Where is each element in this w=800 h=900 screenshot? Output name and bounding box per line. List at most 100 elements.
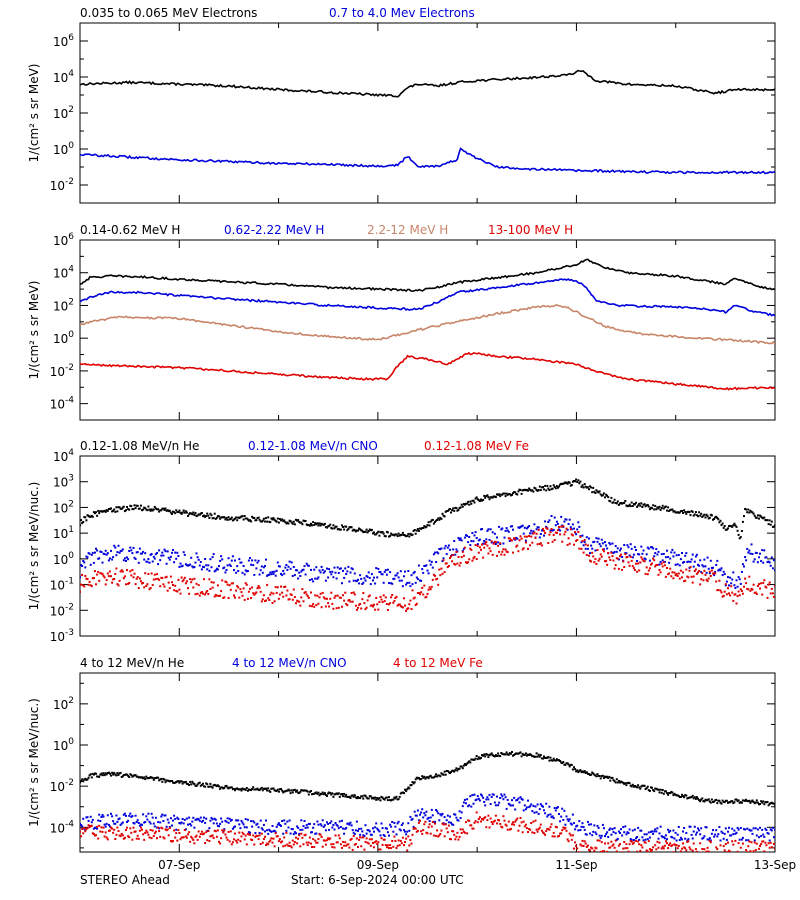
data-point <box>361 529 364 532</box>
data-point <box>529 805 532 808</box>
data-point <box>498 801 501 804</box>
data-point <box>534 536 537 539</box>
data-point <box>235 787 238 790</box>
data-point <box>690 558 693 561</box>
data-point <box>227 597 230 599</box>
data-point <box>612 831 615 834</box>
data-point <box>409 784 412 787</box>
data-point <box>533 523 536 526</box>
y-tick-label: 10-4 <box>50 396 75 412</box>
data-point <box>134 507 137 510</box>
data-point <box>365 528 368 531</box>
data-point <box>501 550 504 553</box>
data-point <box>702 565 705 568</box>
data-point <box>442 557 445 560</box>
data-point <box>224 580 227 583</box>
data-point <box>233 569 235 572</box>
data-point <box>177 818 180 820</box>
data-point <box>484 496 487 499</box>
data-point <box>443 515 446 518</box>
data-point <box>709 801 712 804</box>
data-point <box>389 571 392 574</box>
data-point <box>606 850 609 852</box>
data-point <box>561 540 564 543</box>
data-point <box>593 824 596 827</box>
data-point <box>715 515 718 518</box>
data-point <box>533 486 536 489</box>
data-point <box>482 754 485 757</box>
data-point <box>455 507 458 510</box>
data-point <box>259 843 262 845</box>
data-point <box>604 775 606 778</box>
data-point <box>736 529 739 532</box>
data-point <box>183 818 186 821</box>
data-point <box>166 589 169 592</box>
data-point <box>132 546 135 549</box>
data-point <box>737 533 740 536</box>
data-point <box>566 528 569 531</box>
data-point <box>725 593 728 596</box>
data-point <box>638 553 641 556</box>
data-point <box>400 791 403 794</box>
data-point <box>299 845 302 848</box>
data-point <box>234 596 236 599</box>
data-point <box>662 507 665 510</box>
data-point <box>747 845 750 848</box>
data-point <box>751 511 754 514</box>
data-point <box>623 501 626 504</box>
data-point <box>638 786 641 789</box>
data-point <box>112 831 115 834</box>
data-point <box>400 579 403 582</box>
data-point <box>595 833 598 836</box>
data-point <box>502 548 505 551</box>
data-point <box>380 837 383 840</box>
y-tick-label: 106 <box>53 33 74 49</box>
data-point <box>317 838 320 841</box>
data-point <box>120 569 123 572</box>
data-point <box>435 809 438 811</box>
data-point <box>731 800 734 803</box>
x-tick-label: 07-Sep <box>158 858 200 872</box>
data-point <box>648 848 651 851</box>
data-point <box>690 575 693 578</box>
data-point <box>409 815 412 818</box>
data-point <box>362 581 365 584</box>
data-point <box>545 756 548 759</box>
data-point <box>503 793 506 796</box>
data-point <box>700 851 703 852</box>
data-point <box>538 808 541 811</box>
data-point <box>384 796 387 799</box>
data-point <box>86 556 89 559</box>
data-point <box>485 798 488 801</box>
data-point <box>80 590 81 593</box>
data-point <box>523 804 526 807</box>
data-point <box>324 526 327 529</box>
data-point <box>645 553 648 556</box>
data-point <box>724 799 727 802</box>
data-point <box>123 812 126 815</box>
data-point <box>410 608 413 610</box>
data-point <box>506 753 509 756</box>
y-tick-label: 10-2 <box>50 363 74 379</box>
data-point <box>222 831 225 834</box>
data-point <box>650 563 652 566</box>
data-point <box>178 832 181 834</box>
data-point <box>504 548 507 551</box>
data-point <box>301 828 304 831</box>
data-point <box>240 561 243 564</box>
data-point <box>758 583 760 586</box>
data-point <box>655 848 658 851</box>
data-point <box>404 830 406 833</box>
data-point <box>127 508 130 511</box>
data-point <box>631 565 634 568</box>
data-point <box>658 832 661 835</box>
x-tick-label: 13-Sep <box>754 858 796 872</box>
data-point <box>148 508 151 511</box>
data-point <box>205 817 208 820</box>
data-point <box>227 830 230 833</box>
data-point <box>163 585 166 588</box>
data-point <box>364 579 367 582</box>
data-point <box>520 821 523 824</box>
data-point <box>724 843 727 845</box>
data-point <box>216 515 219 518</box>
